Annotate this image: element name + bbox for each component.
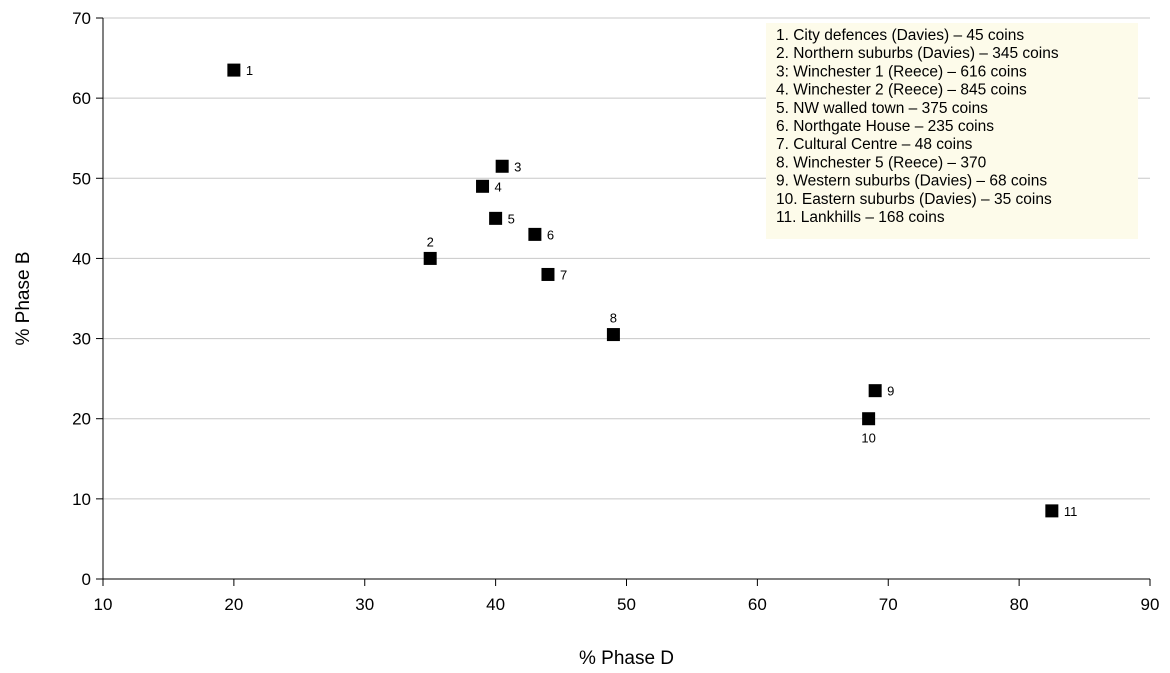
data-point: [528, 227, 542, 241]
data-point-label: 11: [1064, 504, 1078, 519]
legend-entry: 9. Western suburbs (Davies) – 68 coins: [776, 173, 1047, 190]
data-point-label: 1: [246, 63, 253, 78]
x-tick-label: 80: [1010, 595, 1029, 614]
y-tick-label: 50: [72, 169, 91, 188]
legend-entry: 10. Eastern suburbs (Davies) – 35 coins: [776, 191, 1052, 208]
legend-entry: 7. Cultural Centre – 48 coins: [776, 136, 973, 153]
data-point-label: 5: [508, 211, 515, 226]
data-point: [606, 328, 620, 342]
data-point-label: 3: [514, 159, 521, 174]
x-tick-label: 70: [879, 595, 898, 614]
data-point-label: 10: [861, 431, 875, 446]
data-point-label: 8: [610, 311, 617, 326]
legend-entry: 5. NW walled town – 375 coins: [776, 100, 988, 117]
x-tick-label: 90: [1141, 595, 1160, 614]
data-point-label: 2: [427, 234, 434, 249]
data-point-label: 6: [547, 227, 554, 242]
data-point: [868, 384, 882, 398]
x-axis-title: % Phase D: [579, 648, 674, 669]
data-point: [862, 412, 876, 426]
y-tick-label: 20: [72, 410, 91, 429]
x-tick-label: 20: [224, 595, 243, 614]
legend-entry: 1. City defences (Davies) – 45 coins: [776, 27, 1024, 44]
x-tick-label: 30: [355, 595, 374, 614]
legend-entry: 4. Winchester 2 (Reece) – 845 coins: [776, 82, 1027, 99]
data-point: [227, 63, 241, 77]
data-point-label: 4: [495, 179, 502, 194]
legend-box: [766, 23, 1138, 239]
legend-entry: 8. Winchester 5 (Reece) – 370: [776, 154, 987, 171]
x-tick-label: 50: [617, 595, 636, 614]
data-point: [1045, 504, 1059, 518]
data-point-label: 9: [887, 384, 894, 399]
legend-entry: 3: Winchester 1 (Reece) – 616 coins: [776, 63, 1027, 80]
data-point: [541, 267, 555, 281]
y-tick-label: 60: [72, 89, 91, 108]
y-tick-label: 10: [72, 490, 91, 509]
data-point: [476, 179, 490, 193]
data-point: [489, 211, 503, 225]
grid-lines: [103, 17, 1150, 500]
y-tick-label: 40: [72, 249, 91, 268]
x-tick-label: 40: [486, 595, 505, 614]
x-tick-label: 60: [748, 595, 767, 614]
y-tick-label: 0: [82, 570, 91, 589]
legend-entry: 11. Lankhills – 168 coins: [776, 209, 945, 226]
data-point-label: 7: [560, 267, 567, 282]
data-point: [495, 159, 509, 173]
legend-entry: 6. Northgate House – 235 coins: [776, 118, 994, 135]
y-axis-title: % Phase B: [13, 252, 34, 346]
y-tick-label: 30: [72, 330, 91, 349]
data-point: [423, 251, 437, 265]
y-tick-label: 70: [72, 9, 91, 28]
x-tick-label: 10: [94, 595, 113, 614]
legend-entry: 2. Northern suburbs (Davies) – 345 coins: [776, 45, 1059, 62]
data-points: 1 2 34 5 6 7 8 9 10 11: [227, 63, 1077, 519]
